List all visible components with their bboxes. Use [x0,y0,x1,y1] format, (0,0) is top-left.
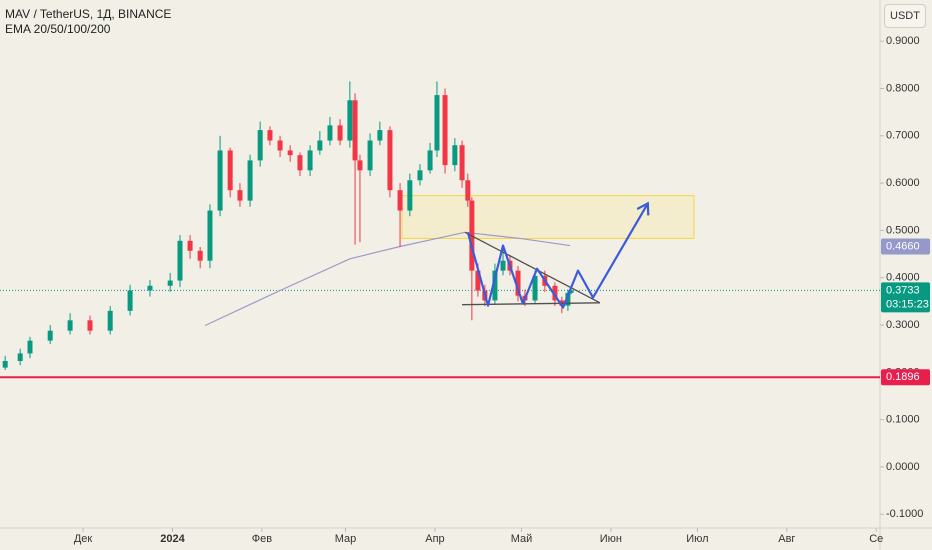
x-tick-label: Авг [778,533,795,545]
x-tick-label: Апр [425,533,444,545]
y-tick-label: 0.9000 [886,35,920,47]
candle-body [227,150,233,191]
candle-body [87,320,93,331]
y-tick-label: -0.1000 [886,508,923,520]
y-tick-label: 0.0000 [886,461,920,473]
zone [401,195,695,239]
candle-body [47,330,53,341]
y-tick-label: 0.6000 [886,177,920,189]
candle-body [317,140,323,151]
price-tag-label: 0.1896 [886,371,920,383]
x-tick-label: Июн [600,533,622,545]
price-tag-timer: 03:15:23 [886,298,929,310]
candle-body [217,150,223,211]
candle-body [500,260,506,271]
candle-body [568,290,574,293]
candle-body [237,190,243,201]
trendline [464,231,601,304]
candle-body [387,130,393,191]
price-tag [881,282,930,313]
candle-body [377,130,383,141]
candle-body [452,145,458,166]
price-tag [881,238,930,255]
y-tick-label: 0.1000 [886,414,920,426]
candle-body [397,190,403,211]
candle-body [515,270,521,296]
candle-body [475,270,481,291]
candle-body [127,290,133,311]
symbol-title: MAV / TetherUS, 1Д, BINANCE [5,7,172,21]
candle-body [297,155,303,171]
candle-body [207,210,213,261]
candle-body [167,280,173,286]
price-tag-label: 0.3733 [886,284,920,296]
x-tick-label: Июл [686,533,708,545]
candle-body [552,285,558,301]
arrow-head [636,201,650,216]
candle-body [565,292,571,306]
candle-body [287,150,293,156]
candle-body [417,170,423,181]
candle-body [277,140,283,151]
candle-body [17,353,23,361]
y-tick-label: 0.3000 [886,319,920,331]
candle-body [459,145,465,181]
candle-body [107,310,113,331]
projection-path [466,202,649,309]
candle-body [367,140,373,171]
candle-body [465,180,471,201]
candle-body [407,180,413,211]
candle-body [187,240,193,251]
price-tag [881,369,930,386]
candle-body [427,150,433,171]
x-tick-label: Фев [252,533,272,545]
currency-button[interactable]: USDT [884,4,926,28]
candle-body [532,275,538,301]
candle-body [147,285,153,291]
y-tick-label: 0.4000 [886,272,920,284]
candle-body [337,125,343,141]
trendline [462,302,600,306]
candle-body [434,95,440,151]
candle-body [197,250,203,261]
candle-body [177,240,183,281]
candle-body [327,125,333,141]
candle-body [352,100,358,161]
candle-body [247,160,253,201]
x-tick-label: Мар [335,533,357,545]
y-tick-label: 0.8000 [886,82,920,94]
candle-body [357,160,363,171]
y-tick-label: 0.7000 [886,130,920,142]
candle-body [347,100,353,141]
candle-body [27,340,33,354]
indicator-label: EMA 20/50/100/200 [5,22,111,36]
candle-body [257,130,263,161]
candle-body [307,150,313,171]
candle-body [67,320,73,331]
x-tick-label: 2024 [160,533,185,545]
x-tick-label: Дек [74,533,93,545]
candle-body [267,130,273,141]
candle-body [2,360,8,368]
candle-body [442,95,448,166]
y-tick-label: 0.5000 [886,224,920,236]
x-tick-label: Се [869,533,883,545]
candle-body [492,270,498,301]
x-tick-label: Май [511,533,533,545]
price-tag-label: 0.4660 [886,240,920,252]
